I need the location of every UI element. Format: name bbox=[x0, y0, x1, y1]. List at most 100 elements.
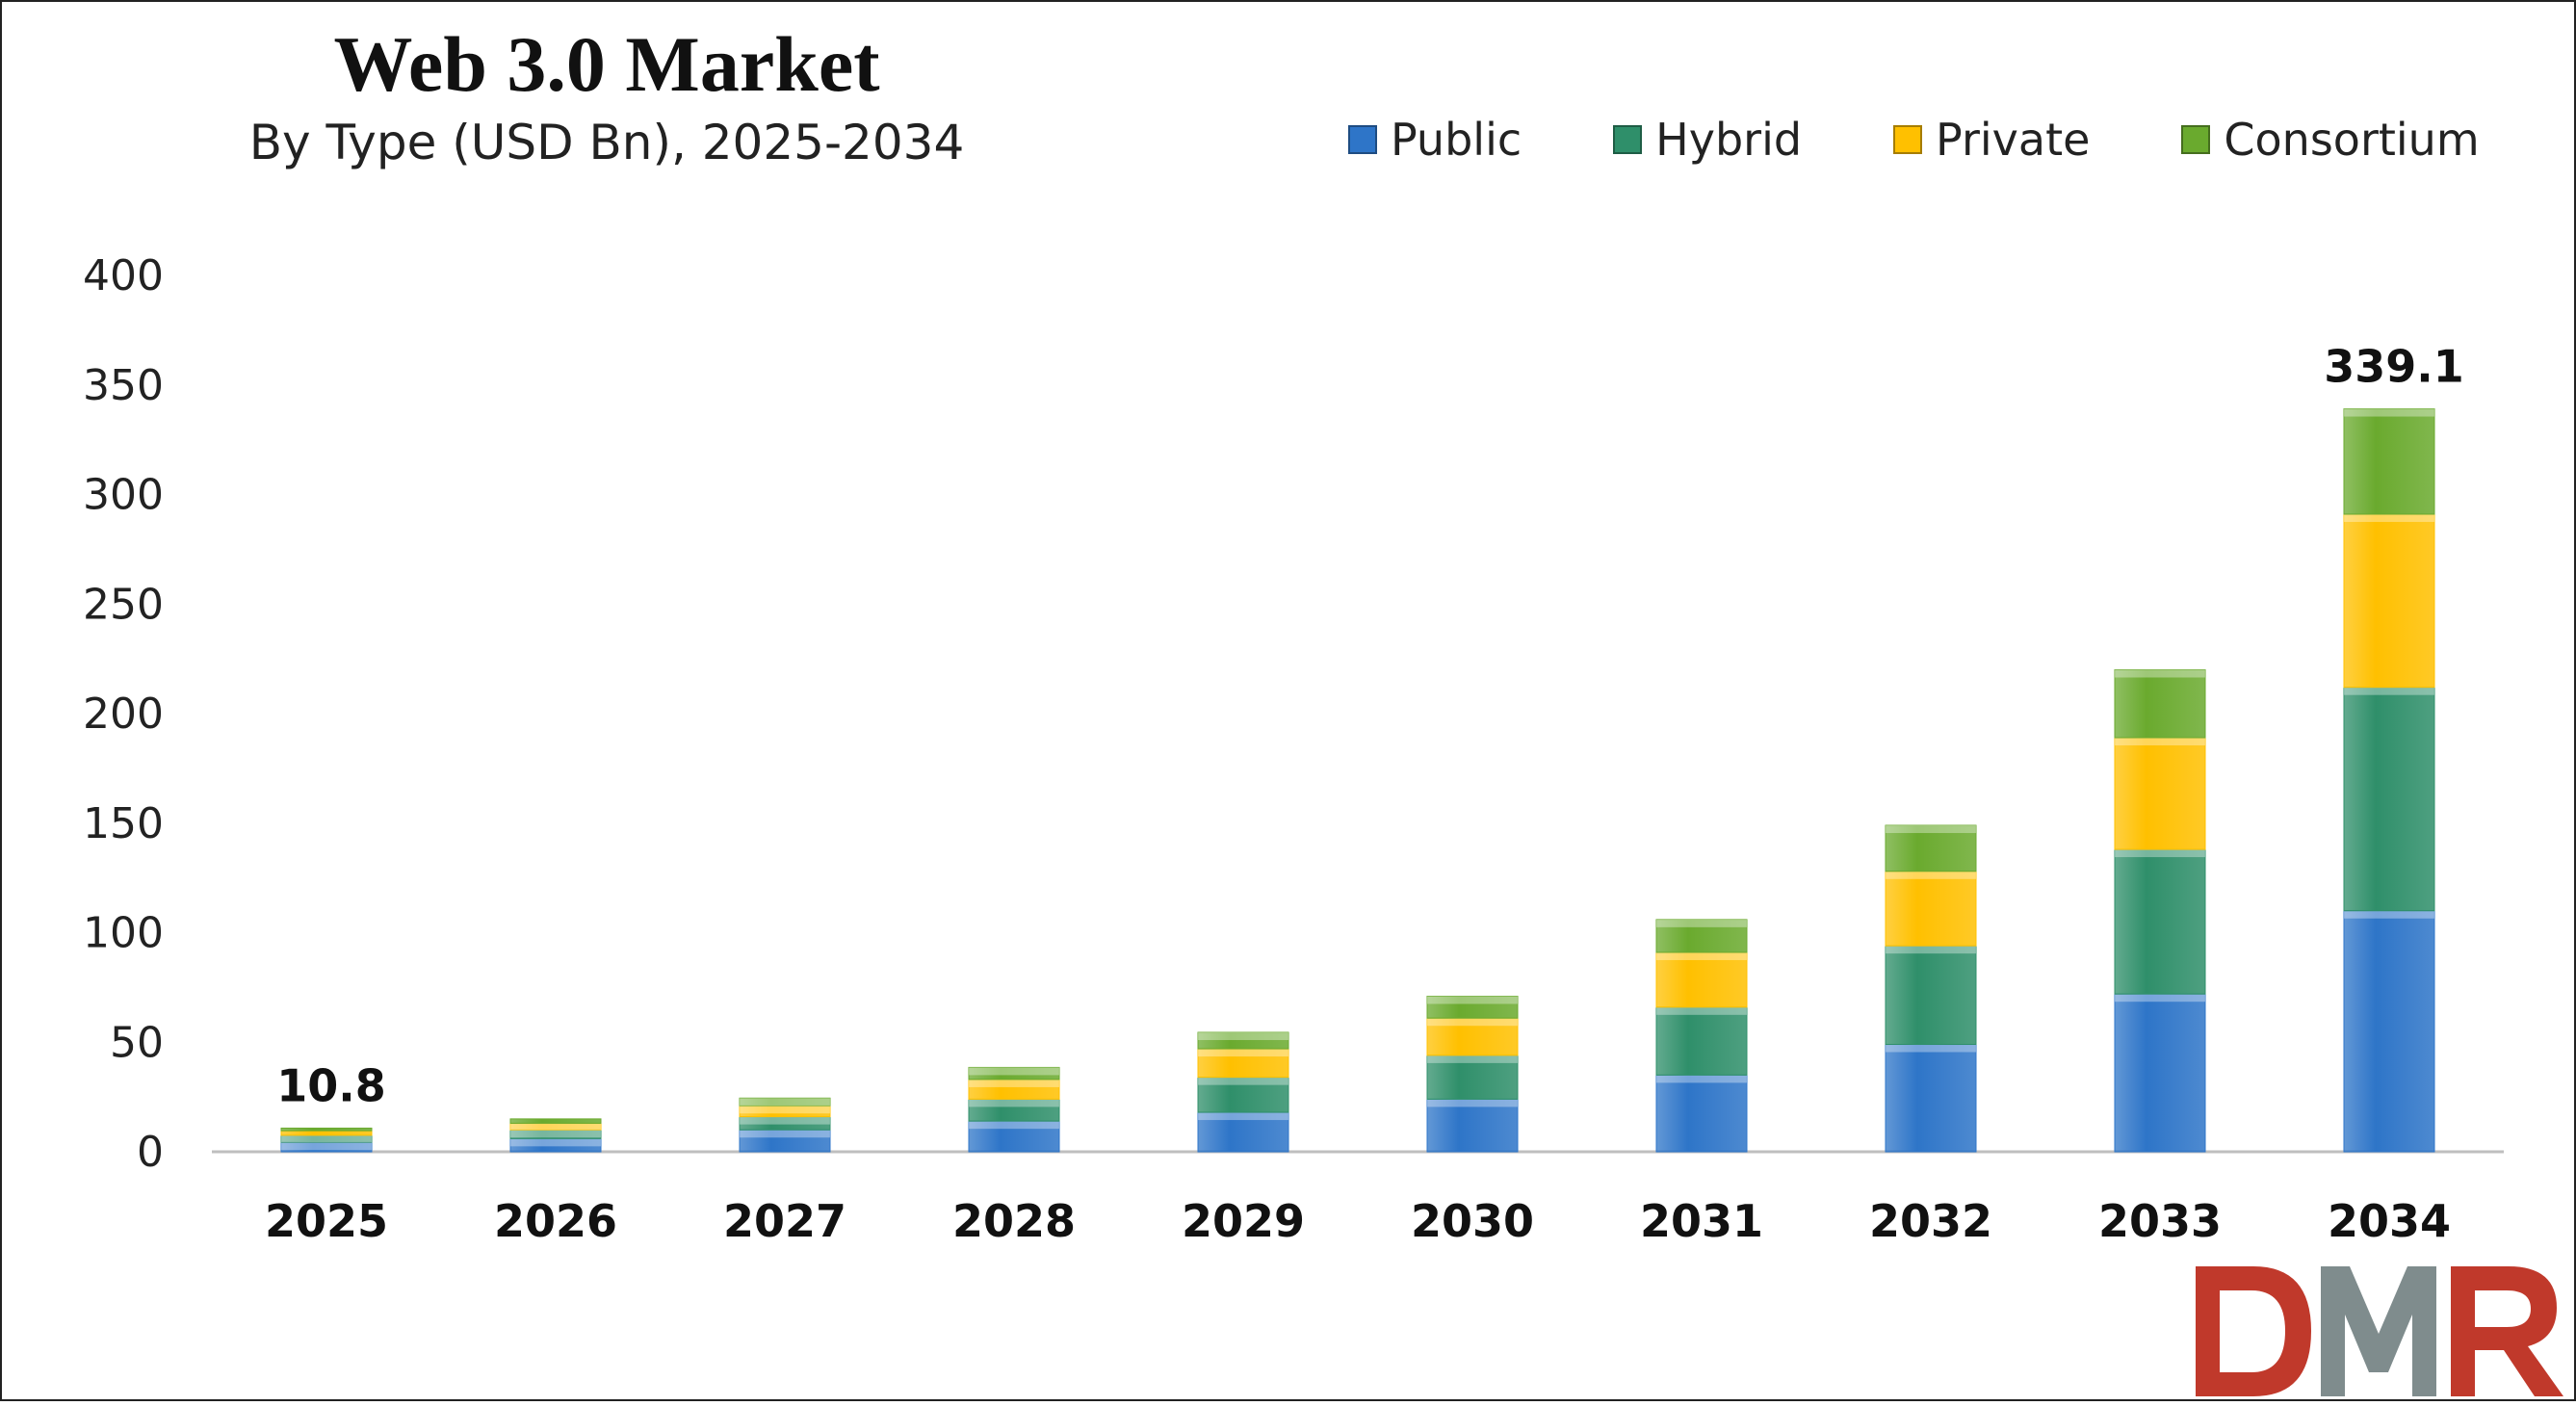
legend-item-consortium: Consortium bbox=[2181, 114, 2480, 166]
bar-bevel-public-2031 bbox=[1656, 1075, 1747, 1083]
bar-bevel-public-2027 bbox=[740, 1130, 830, 1138]
x-tick-label: 2034 bbox=[2328, 1195, 2451, 1247]
data-label-2025: 10.8 bbox=[276, 1059, 386, 1111]
bar-bevel-hybrid-2027 bbox=[740, 1116, 830, 1125]
bar-bevel-consortium-2028 bbox=[969, 1067, 1059, 1076]
bar-bevel-consortium-2029 bbox=[1198, 1032, 1288, 1041]
y-tick-label: 300 bbox=[83, 471, 164, 520]
bar-consortium-2033 bbox=[2114, 669, 2206, 739]
bar-consortium-2032 bbox=[1885, 824, 1977, 872]
bar-public-2028 bbox=[968, 1120, 1060, 1153]
bar-hybrid-2030 bbox=[1426, 1054, 1519, 1100]
bar-private-2030 bbox=[1426, 1017, 1519, 1056]
legend-item-public: Public bbox=[1348, 114, 1522, 166]
bar-consortium-2031 bbox=[1655, 919, 1748, 953]
dmr-logo-mark bbox=[2196, 1266, 2563, 1396]
bar-private-2033 bbox=[2114, 737, 2206, 850]
bar-bevel-private-2034 bbox=[2344, 513, 2434, 522]
legend-item-private: Private bbox=[1893, 114, 2090, 166]
bar-hybrid-2031 bbox=[1655, 1006, 1748, 1076]
y-tick-label: 250 bbox=[83, 580, 164, 629]
data-label-2034: 339.1 bbox=[2324, 341, 2464, 393]
bar-bevel-private-2029 bbox=[1198, 1049, 1288, 1057]
bar-bevel-public-2025 bbox=[281, 1142, 372, 1151]
legend-label: Consortium bbox=[2224, 114, 2480, 166]
bar-hybrid-2034 bbox=[2343, 687, 2435, 912]
bar-bevel-public-2034 bbox=[2344, 910, 2434, 919]
bar-hybrid-2032 bbox=[1885, 945, 1977, 1046]
chart-subtitle: By Type (USD Bn), 2025-2034 bbox=[248, 115, 965, 170]
x-tick-label: 2027 bbox=[723, 1195, 846, 1247]
bar-bevel-hybrid-2033 bbox=[2115, 849, 2205, 858]
bar-bevel-hybrid-2031 bbox=[1656, 1006, 1747, 1015]
x-tick-label: 2032 bbox=[1869, 1195, 1992, 1247]
y-tick-label: 150 bbox=[83, 799, 164, 848]
bar-bevel-consortium-2033 bbox=[2115, 669, 2205, 678]
bar-bevel-hybrid-2025 bbox=[281, 1134, 372, 1143]
bar-consortium-2028 bbox=[968, 1066, 1060, 1081]
bar-bevel-consortium-2034 bbox=[2344, 408, 2434, 417]
bar-private-2034 bbox=[2343, 513, 2435, 689]
bar-bevel-private-2033 bbox=[2115, 738, 2205, 746]
x-tick-label: 2031 bbox=[1640, 1195, 1763, 1247]
legend-swatch-private bbox=[1893, 125, 1923, 154]
logo-letter-m bbox=[2321, 1266, 2436, 1396]
y-tick-label: 350 bbox=[83, 361, 164, 410]
bar-consortium-2030 bbox=[1426, 995, 1519, 1019]
bar-public-2030 bbox=[1426, 1098, 1519, 1153]
bar-bevel-private-2027 bbox=[740, 1106, 830, 1114]
y-tick-label: 100 bbox=[83, 909, 164, 958]
bar-hybrid-2029 bbox=[1197, 1077, 1289, 1113]
bar-bevel-public-2028 bbox=[969, 1121, 1059, 1130]
legend-swatch-hybrid bbox=[1613, 125, 1643, 154]
logo-letter-d bbox=[2196, 1266, 2311, 1396]
bar-bevel-public-2032 bbox=[1886, 1044, 1976, 1053]
x-tick-label: 2026 bbox=[494, 1195, 617, 1247]
bar-bevel-hybrid-2028 bbox=[969, 1099, 1059, 1107]
bar-bevel-public-2026 bbox=[510, 1138, 601, 1147]
bar-bevel-private-2028 bbox=[969, 1079, 1059, 1087]
bar-bevel-private-2031 bbox=[1656, 951, 1747, 960]
bar-hybrid-2033 bbox=[2114, 848, 2206, 995]
bar-public-2031 bbox=[1655, 1074, 1748, 1153]
legend-label: Private bbox=[1936, 114, 2091, 166]
bar-bevel-public-2033 bbox=[2115, 994, 2205, 1002]
bar-consortium-2029 bbox=[1197, 1031, 1289, 1050]
bar-private-2025 bbox=[280, 1130, 373, 1136]
bar-consortium-2034 bbox=[2343, 408, 2435, 515]
y-tick-label: 400 bbox=[83, 251, 164, 300]
bar-bevel-hybrid-2029 bbox=[1198, 1077, 1288, 1085]
x-tick-label: 2029 bbox=[1182, 1195, 1305, 1247]
bar-bevel-hybrid-2030 bbox=[1427, 1054, 1518, 1063]
legend-label: Public bbox=[1391, 114, 1522, 166]
x-tick-label: 2025 bbox=[265, 1195, 388, 1247]
y-tick-label: 0 bbox=[137, 1128, 164, 1177]
bar-bevel-public-2029 bbox=[1198, 1112, 1288, 1121]
bar-bevel-consortium-2030 bbox=[1427, 996, 1518, 1004]
bar-bevel-hybrid-2026 bbox=[510, 1130, 601, 1138]
bar-public-2033 bbox=[2114, 993, 2206, 1153]
bar-private-2032 bbox=[1885, 871, 1977, 947]
x-tick-label: 2033 bbox=[2098, 1195, 2222, 1247]
bar-public-2032 bbox=[1885, 1044, 1977, 1153]
legend-label: Hybrid bbox=[1655, 114, 1803, 166]
legend-swatch-consortium bbox=[2181, 125, 2211, 154]
bar-bevel-public-2030 bbox=[1427, 1099, 1518, 1107]
bar-consortium-2027 bbox=[739, 1097, 831, 1107]
dmr-logo bbox=[2186, 1262, 2571, 1401]
y-tick-label: 50 bbox=[110, 1018, 164, 1067]
bar-bevel-hybrid-2034 bbox=[2344, 687, 2434, 695]
bar-private-2029 bbox=[1197, 1048, 1289, 1079]
legend-item-hybrid: Hybrid bbox=[1613, 114, 1802, 166]
chart-title: Web 3.0 Market bbox=[333, 20, 880, 108]
bar-consortium-2026 bbox=[509, 1118, 602, 1124]
chart-legend: Public Hybrid Private Consortium bbox=[1348, 114, 2480, 166]
bar-consortium-2025 bbox=[280, 1127, 373, 1132]
bar-public-2034 bbox=[2343, 910, 2435, 1153]
legend-swatch-public bbox=[1348, 125, 1377, 154]
bar-bevel-consortium-2032 bbox=[1886, 825, 1976, 834]
bar-bevel-hybrid-2032 bbox=[1886, 946, 1976, 954]
bar-bevel-consortium-2031 bbox=[1656, 919, 1747, 927]
x-tick-label: 2030 bbox=[1411, 1195, 1534, 1247]
